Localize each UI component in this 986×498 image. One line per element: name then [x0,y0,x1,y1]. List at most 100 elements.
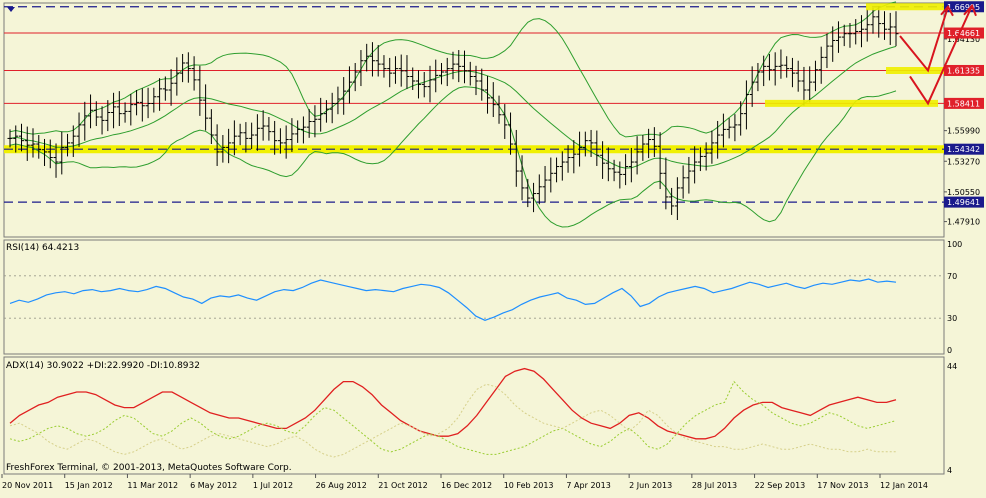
ohlc-bar [36,135,42,159]
ohlc-bar [421,71,427,98]
date-axis-tick: 1 Jul 2012 [253,481,293,490]
adx-indicator-label: ADX(14) 30.9022 +DI:22.9920 -DI:10.8932 [6,361,200,371]
ohlc-bar [47,139,53,169]
date-axis-tick: 22 Sep 2013 [755,481,806,490]
ohlc-bar [433,59,439,93]
rsi-axis-tick: 30 [947,314,957,323]
ohlc-bar [519,155,525,201]
ohlc-bar [611,159,617,182]
ohlc-bar [42,138,48,166]
ohlc-bar [525,178,531,208]
date-axis-tick: 15 Jan 2012 [65,481,113,490]
ohlc-bar [312,105,318,138]
ohlc-bar [588,129,594,157]
ohlc-bar [674,177,680,221]
ohlc-bar [375,44,381,77]
ohlc-bar [352,62,358,92]
ohlc-bar [617,161,623,189]
ohlc-bar [260,110,266,141]
ohlc-bar [784,56,790,78]
ohlc-bar [778,49,784,79]
ohlc-bar [226,128,232,164]
ohlc-bar [605,147,611,182]
ohlc-bar [594,130,600,166]
ohlc-bar [870,7,876,34]
ohlc-bar [663,157,669,210]
ohlc-bar [111,92,117,129]
ohlc-bar [335,86,341,115]
ohlc-bar [824,33,830,69]
ohlc-bar [864,8,870,42]
level-price-label: 1.49641 [947,198,980,207]
ohlc-bar [185,52,191,83]
ohlc-bar [30,128,36,158]
copyright-credit: FreshForex Terminal, © 2001-2013, MetaQu… [6,463,292,473]
ohlc-bar [300,116,306,144]
ohlc-bar [772,52,778,86]
ohlc-bar [582,131,588,157]
ohlc-bar [122,102,128,123]
ohlc-bar [703,142,709,171]
ohlc-bar [726,118,732,139]
ohlc-bar [53,143,59,178]
forecast-arrowhead-icon [940,5,954,17]
ohlc-bar [174,57,180,96]
forecast-path-arrow [909,5,973,106]
ohlc-bar [13,125,19,153]
ohlc-bar [450,51,456,80]
ohlc-bar [116,91,122,127]
ohlc-bar [410,67,416,91]
di-minus-line [9,383,896,458]
ohlc-bar [801,66,807,106]
bollinger-lower-band [9,86,897,228]
ohlc-bar [404,55,410,89]
ohlc-bar [755,62,761,92]
ohlc-bar [145,87,151,119]
ohlc-bar [191,56,197,91]
ohlc-bar [651,127,657,157]
ohlc-bar [59,131,65,175]
ohlc-bar [766,53,772,81]
level-price-tag [944,64,984,76]
adx-line [9,367,897,440]
ohlc-bar [559,151,565,181]
ohlc-bar [548,157,554,193]
ohlc-bar [438,62,444,85]
ohlc-bar [381,55,387,78]
ohlc-bar [237,123,243,146]
ohlc-bar [323,100,329,123]
ohlc-bar [657,132,663,190]
ohlc-bar [364,43,370,72]
adx-axis-tick: 44 [947,362,957,371]
level-price-label: 1.58411 [947,99,980,108]
level-price-label: 1.61335 [947,66,980,75]
ohlc-bar [669,187,675,215]
ohlc-bar [565,145,571,173]
ohlc-bar [887,12,893,45]
ohlc-bar [686,156,692,194]
date-axis-tick: 16 Dec 2012 [441,481,492,490]
ohlc-bar [272,120,278,155]
ohlc-bar [818,46,824,84]
ohlc-bar [387,57,393,88]
ohlc-bar [881,11,887,40]
ohlc-bar [812,60,818,92]
ohlc-bar [318,97,324,132]
ohlc-bar [99,106,105,135]
ohlc-bar [24,126,30,161]
chart-shift-marker-icon[interactable] [7,7,15,12]
ohlc-bar [513,129,519,187]
ohlc-bar [19,123,25,152]
ohlc-bar [128,93,134,126]
ohlc-bar [398,54,404,87]
ohlc-bar [358,50,364,87]
ohlc-bar [369,42,375,77]
ohlc-bar [427,65,433,103]
price-axis-tick: 1.64130 [947,35,980,44]
price-axis-tick: 1.55990 [947,127,980,136]
ohlc-bar [720,113,726,148]
forecast-arrowhead-icon [963,3,977,17]
ohlc-bar [277,128,283,154]
